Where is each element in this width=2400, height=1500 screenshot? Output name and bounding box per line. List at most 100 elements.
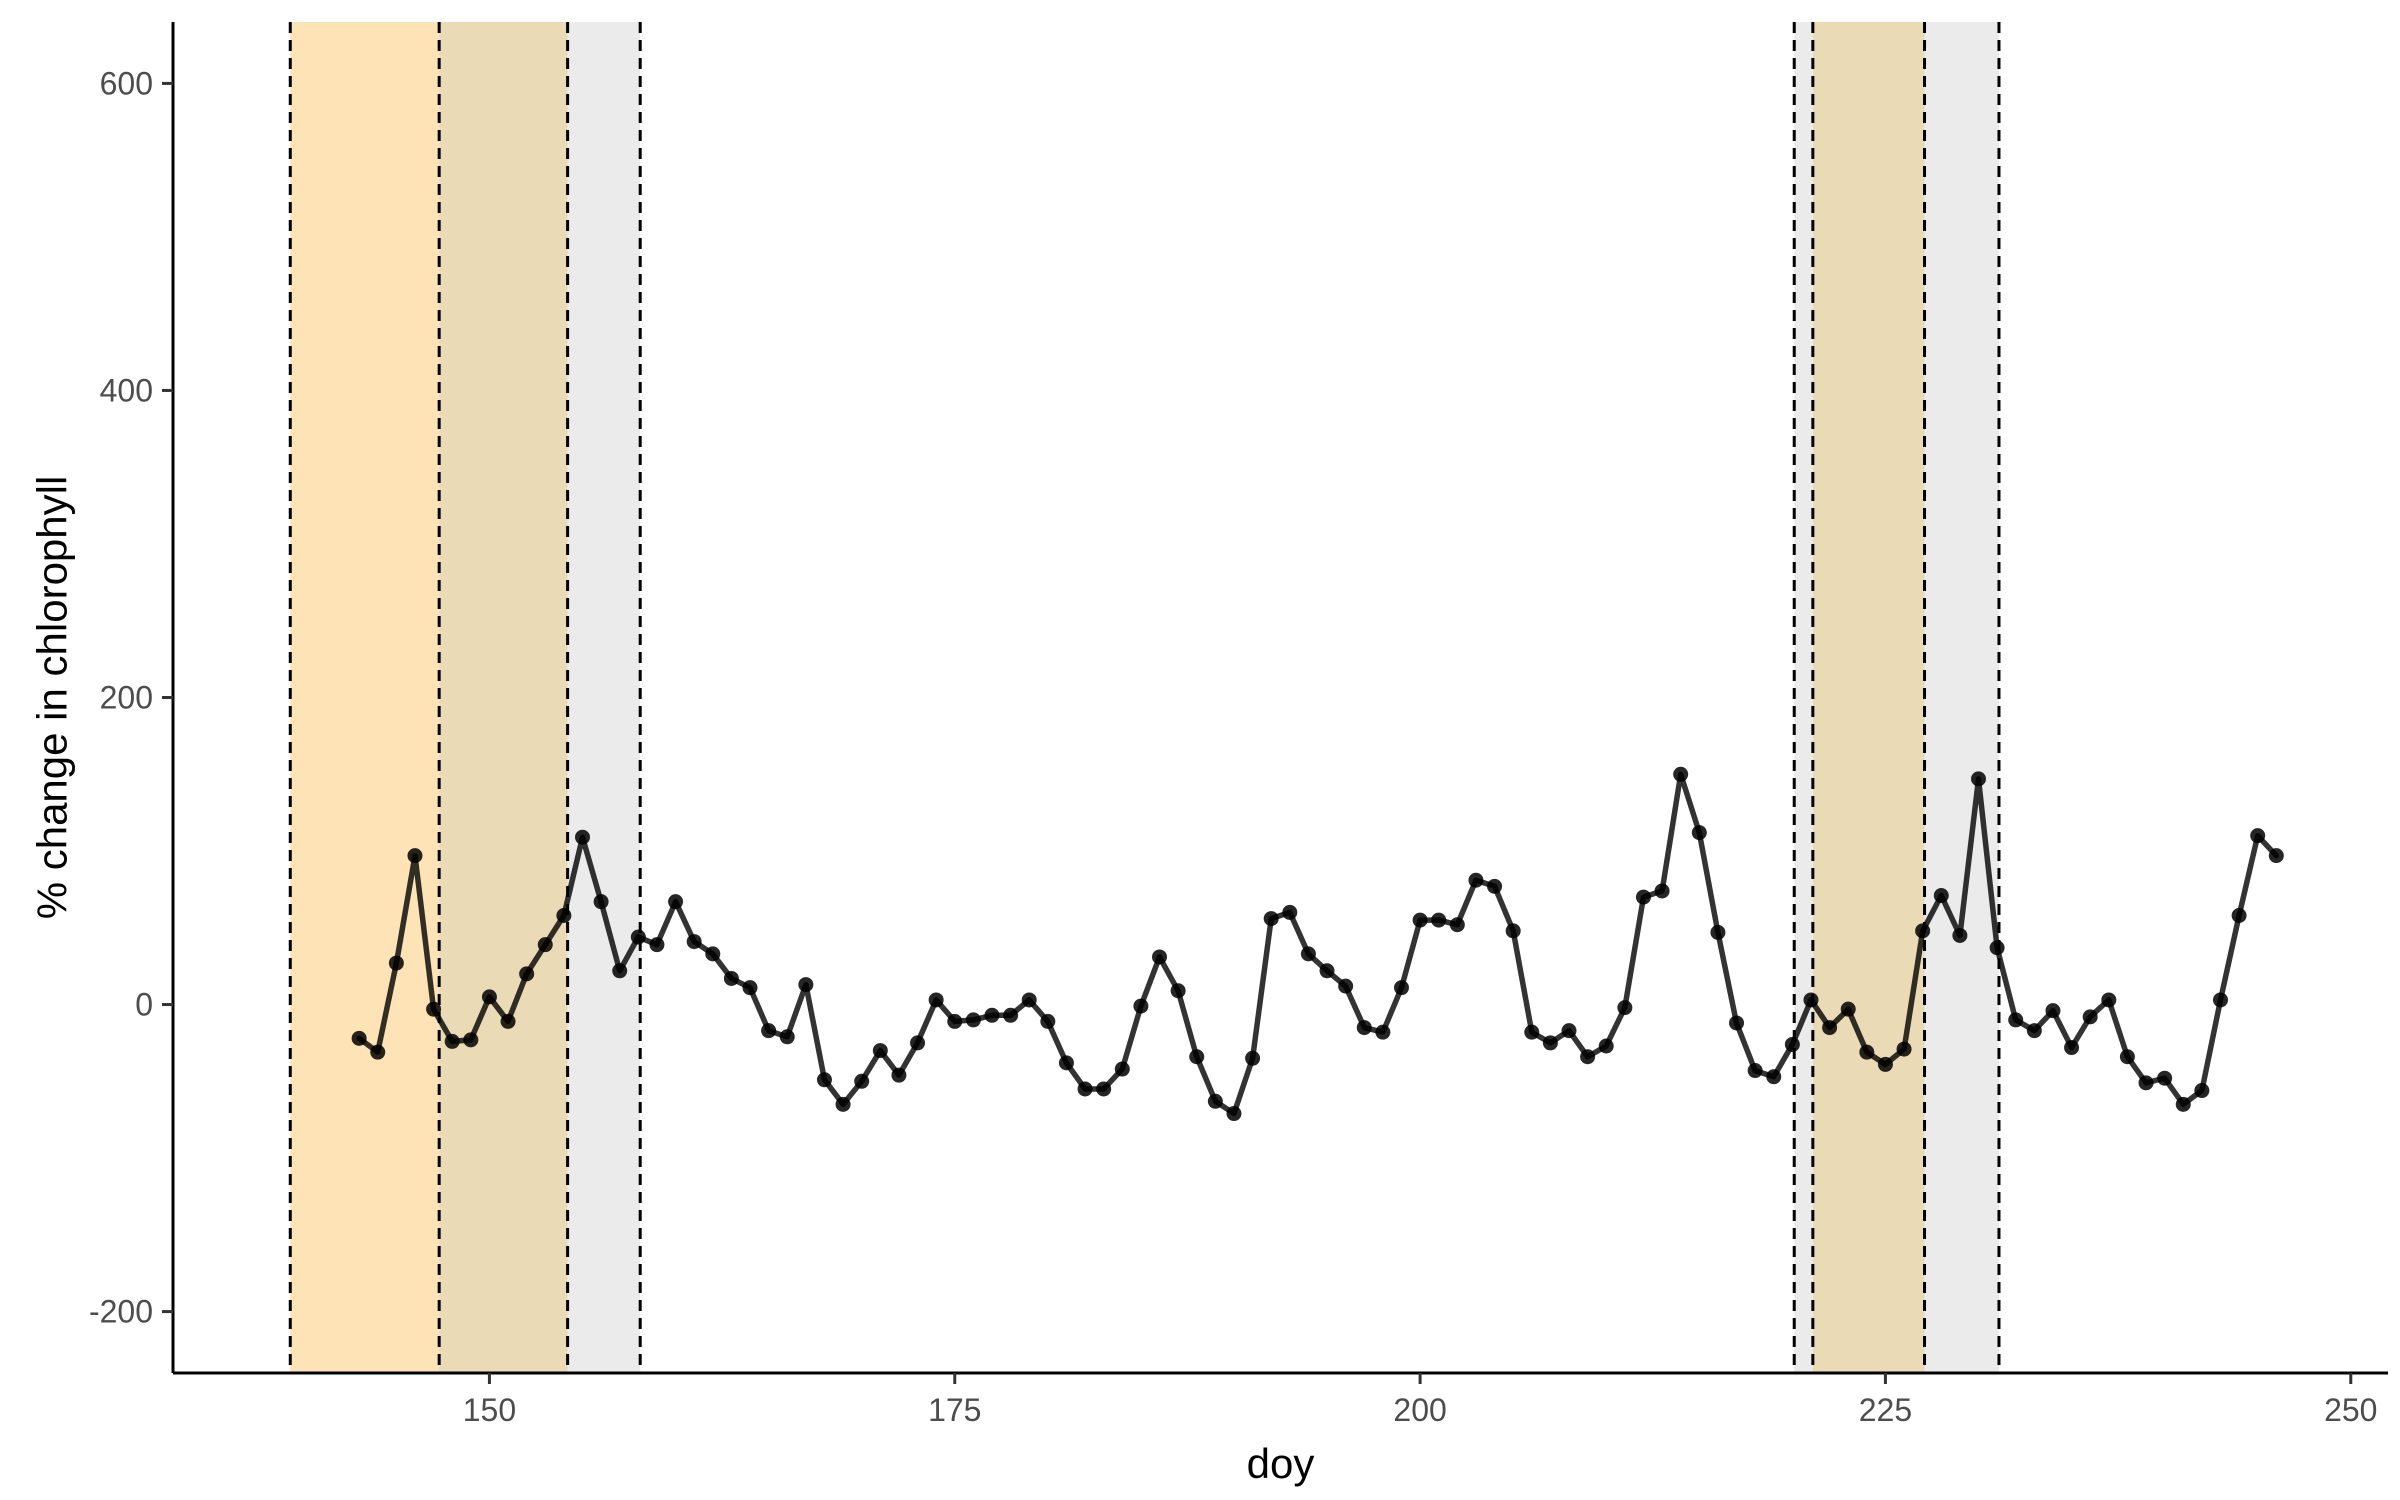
- shaded-band-5: [1924, 22, 1999, 1373]
- data-point-28: [872, 1043, 888, 1059]
- data-point-81: [1859, 1044, 1875, 1060]
- data-point-46: [1207, 1093, 1223, 1109]
- data-point-94: [2101, 992, 2117, 1008]
- data-point-13: [593, 894, 609, 910]
- y-ticks: -200 0 200 400 600: [89, 65, 173, 1330]
- data-point-77: [1784, 1036, 1800, 1052]
- x-tick-label-0: 150: [463, 1392, 516, 1428]
- data-point-86: [1952, 927, 1968, 943]
- data-point-38: [1058, 1055, 1074, 1071]
- data-point-31: [928, 992, 944, 1008]
- data-point-53: [1338, 978, 1354, 994]
- data-point-16: [649, 937, 665, 953]
- data-point-51: [1300, 946, 1316, 962]
- data-point-62: [1505, 923, 1521, 939]
- data-point-30: [910, 1035, 926, 1051]
- data-point-96: [2138, 1075, 2154, 1091]
- x-ticks: 150 175 200 225 250: [463, 1373, 2377, 1428]
- data-point-100: [2212, 992, 2228, 1008]
- data-point-101: [2231, 908, 2247, 924]
- data-point-24: [798, 977, 814, 993]
- data-point-11: [556, 908, 572, 924]
- data-point-37: [1040, 1013, 1056, 1029]
- data-point-9: [519, 966, 535, 982]
- data-point-67: [1598, 1038, 1614, 1054]
- y-tick-label-4: 600: [100, 65, 153, 101]
- data-point-5: [444, 1033, 460, 1049]
- data-point-6: [463, 1032, 479, 1048]
- data-point-98: [2175, 1096, 2191, 1112]
- shaded-band-2: [567, 22, 641, 1373]
- data-point-90: [2026, 1023, 2042, 1039]
- data-point-39: [1077, 1081, 1093, 1097]
- data-point-88: [1989, 940, 2005, 956]
- shaded-bands: [290, 22, 1999, 1373]
- data-point-43: [1152, 949, 1168, 965]
- data-point-95: [2119, 1049, 2135, 1065]
- data-point-59: [1449, 917, 1465, 933]
- y-tick-label-3: 400: [100, 372, 153, 408]
- data-point-99: [2194, 1083, 2210, 1099]
- data-point-27: [854, 1073, 870, 1089]
- data-point-78: [1803, 992, 1819, 1008]
- data-point-44: [1170, 983, 1186, 999]
- y-tick-label-2: 200: [100, 680, 153, 716]
- dashed-vlines: [288, 22, 2001, 1373]
- data-point-23: [779, 1029, 795, 1045]
- data-point-58: [1431, 912, 1447, 928]
- data-point-12: [574, 829, 590, 845]
- y-tick-label-0: -200: [89, 1294, 153, 1330]
- data-point-57: [1412, 912, 1428, 928]
- data-point-92: [2064, 1040, 2080, 1056]
- y-axis-title: % change in chlorophyll: [29, 476, 76, 920]
- data-point-74: [1729, 1015, 1745, 1031]
- data-point-76: [1766, 1069, 1782, 1085]
- data-point-4: [426, 1001, 442, 1017]
- data-point-70: [1654, 883, 1670, 899]
- data-point-56: [1393, 980, 1409, 996]
- x-tick-label-2: 200: [1393, 1392, 1446, 1428]
- data-point-103: [2268, 848, 2284, 864]
- data-point-18: [686, 934, 702, 950]
- data-point-40: [1096, 1081, 1112, 1097]
- data-point-84: [1915, 923, 1931, 939]
- shaded-band-4: [1812, 22, 1925, 1373]
- data-point-17: [668, 894, 684, 910]
- y-tick-label-1: 0: [135, 987, 153, 1023]
- data-point-41: [1114, 1061, 1130, 1077]
- data-point-25: [816, 1072, 832, 1088]
- data-point-15: [630, 929, 646, 945]
- data-point-52: [1319, 963, 1335, 979]
- data-point-35: [1003, 1007, 1019, 1023]
- data-point-26: [835, 1096, 851, 1112]
- data-point-14: [612, 963, 628, 979]
- x-tick-label-1: 175: [928, 1392, 981, 1428]
- data-point-82: [1877, 1056, 1893, 1072]
- data-point-97: [2157, 1070, 2173, 1086]
- data-point-45: [1189, 1049, 1205, 1065]
- data-point-47: [1226, 1106, 1242, 1122]
- data-point-89: [2008, 1012, 2024, 1028]
- data-point-73: [1710, 924, 1726, 940]
- data-point-55: [1375, 1024, 1391, 1040]
- data-point-75: [1747, 1063, 1763, 1079]
- data-point-42: [1133, 998, 1149, 1014]
- data-point-102: [2250, 828, 2266, 844]
- shaded-band-0: [290, 22, 440, 1373]
- data-point-3: [407, 848, 423, 864]
- data-point-22: [761, 1023, 777, 1039]
- data-point-72: [1691, 825, 1707, 841]
- data-point-8: [500, 1013, 516, 1029]
- data-point-87: [1971, 771, 1987, 787]
- data-point-50: [1282, 904, 1298, 920]
- data-point-69: [1635, 889, 1651, 905]
- series-points: [351, 766, 2284, 1122]
- data-point-29: [891, 1067, 907, 1083]
- data-point-36: [1021, 992, 1037, 1008]
- data-point-54: [1356, 1020, 1372, 1036]
- data-point-80: [1840, 1001, 1856, 1017]
- data-point-65: [1561, 1023, 1577, 1039]
- data-point-1: [370, 1044, 386, 1060]
- shaded-band-1: [439, 22, 568, 1373]
